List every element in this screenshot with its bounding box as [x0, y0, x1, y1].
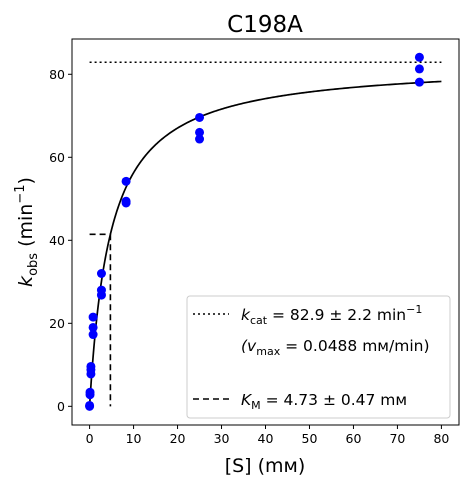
data-point — [414, 52, 424, 62]
y-tick-label: 0 — [57, 399, 65, 414]
data-point — [96, 269, 106, 279]
y-tick-label: 60 — [49, 150, 65, 165]
y-tick-label: 20 — [49, 316, 65, 331]
x-axis: 0 10 20 30 40 50 60 70 80 — [86, 425, 449, 446]
x-tick-label: 60 — [346, 431, 362, 446]
x-tick-label: 70 — [389, 431, 405, 446]
legend-box — [186, 295, 451, 419]
data-point — [85, 387, 95, 397]
legend-vmax-label: (vmax = 0.0488 mм/min) — [241, 337, 430, 358]
legend-km-label: KM = 4.73 ± 0.47 mм — [241, 391, 407, 412]
data-point — [121, 176, 131, 186]
x-tick-label: 40 — [258, 431, 274, 446]
data-point — [88, 330, 98, 340]
data-point — [96, 285, 106, 295]
data-point — [86, 361, 96, 371]
legend: kcat = 82.9 ± 2.2 min−1 (vmax = 0.0488 m… — [186, 295, 451, 419]
data-point — [121, 196, 131, 206]
data-point — [414, 64, 424, 74]
x-tick-label: 20 — [170, 431, 186, 446]
y-tick-label: 80 — [49, 67, 65, 82]
x-tick-label: 10 — [126, 431, 142, 446]
x-tick-label: 80 — [433, 431, 449, 446]
y-axis: 0 20 40 60 80 — [49, 67, 72, 414]
legend-kcat-label: kcat = 82.9 ± 2.2 min−1 — [241, 303, 422, 327]
data-point — [195, 112, 205, 122]
x-tick-label: 30 — [214, 431, 230, 446]
x-axis-title: [S] (mм) — [225, 455, 306, 477]
x-tick-label: 0 — [86, 431, 94, 446]
data-point — [88, 312, 98, 322]
plot-content — [85, 52, 442, 411]
x-tick-label: 50 — [302, 431, 318, 446]
data-point — [195, 134, 205, 144]
data-point — [195, 127, 205, 137]
data-point — [85, 400, 95, 410]
y-tick-label: 40 — [49, 233, 65, 248]
data-point — [414, 77, 424, 87]
y-axis-title: kobs (min−1) — [13, 177, 41, 287]
data-point — [88, 322, 98, 332]
chart-title: C198A — [227, 12, 303, 38]
